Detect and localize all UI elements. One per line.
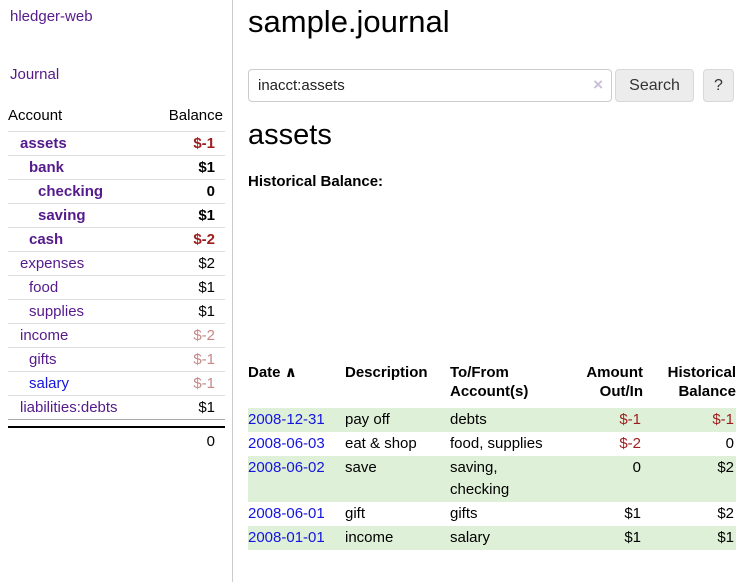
account-balance: $1 <box>151 299 225 323</box>
accounts-header-account: Account <box>8 107 63 124</box>
account-link[interactable]: cash <box>29 231 64 248</box>
account-link[interactable]: bank <box>29 159 65 176</box>
register-cell-description: save <box>345 459 377 476</box>
search-box: × <box>248 69 612 102</box>
account-row: food $1 <box>8 275 225 299</box>
register-date-link[interactable]: 2008-01-01 <box>248 529 325 546</box>
account-link[interactable]: income <box>20 327 69 344</box>
account-link[interactable]: expenses <box>20 255 85 272</box>
register-header-description: Description <box>345 364 428 381</box>
register-header-amount: Amount Out/In <box>586 364 643 400</box>
account-balance: $-2 <box>151 323 225 347</box>
register-cell-date: 2008-12-31 <box>248 408 345 432</box>
register-header-balance: Historical Balance <box>667 364 736 400</box>
register-cell-accounts: food, supplies <box>450 435 543 452</box>
account-balance: $-1 <box>151 131 225 155</box>
account-link[interactable]: supplies <box>29 303 85 320</box>
nav-journal-link[interactable]: Journal <box>10 66 60 83</box>
register-date-link[interactable]: 2008-12-31 <box>248 411 325 428</box>
account-link[interactable]: liabilities:debts <box>20 399 118 416</box>
account-row: gifts $-1 <box>8 347 225 371</box>
account-row: liabilities:debts $1 <box>8 395 225 419</box>
account-balance: $-1 <box>151 371 225 395</box>
register-row: 2008-06-02 save saving, checking 0 $2 <box>248 456 736 502</box>
register-cell-balance: $2 <box>717 459 734 476</box>
account-link[interactable]: assets <box>20 135 67 152</box>
account-row: checking 0 <box>8 179 225 203</box>
account-link[interactable]: salary <box>29 375 70 392</box>
register-cell-date: 2008-01-01 <box>248 526 345 550</box>
register-table: Date ∧ Description To/From Account(s) Am… <box>248 360 736 550</box>
register-row: 2008-01-01 income salary $1 $1 <box>248 526 736 550</box>
register-cell-balance: $1 <box>717 529 734 546</box>
register-date-link[interactable]: 2008-06-03 <box>248 435 325 452</box>
account-link[interactable]: gifts <box>29 351 57 368</box>
account-balance: $-2 <box>151 227 225 251</box>
sort-ascending-icon: ∧ <box>284 364 297 381</box>
register-row: 2008-12-31 pay off debts $-1 $-1 <box>248 408 736 432</box>
account-balance: $-1 <box>151 347 225 371</box>
account-balance: 0 <box>151 179 225 203</box>
register-cell-balance: $2 <box>717 505 734 522</box>
search-input[interactable] <box>248 69 612 102</box>
sidebar-divider <box>232 0 233 582</box>
accounts-total-value: 0 <box>151 426 225 453</box>
register-header-accounts: To/From Account(s) <box>450 364 529 400</box>
account-balance: $2 <box>151 251 225 275</box>
main-content: sample.journal × Search ? assets Histori… <box>248 0 736 582</box>
register-cell-description: eat & shop <box>345 435 417 452</box>
register-date-link[interactable]: 2008-06-01 <box>248 505 325 522</box>
register-cell-amount: $-2 <box>619 435 641 452</box>
accounts-table: Account Balance assets $-1 bank $1 checking 0… <box>8 103 225 453</box>
account-row: saving $1 <box>8 203 225 227</box>
search-button[interactable]: Search <box>615 69 694 102</box>
account-balance: $1 <box>151 395 225 419</box>
register-cell-date: 2008-06-01 <box>248 502 345 526</box>
register-cell-accounts: debts <box>450 411 487 428</box>
register-date-link[interactable]: 2008-06-02 <box>248 459 325 476</box>
chart-heading: Historical Balance: <box>248 173 384 190</box>
register-cell-amount: 0 <box>632 459 641 476</box>
register-cell-accounts: gifts <box>450 505 478 522</box>
account-balance: $1 <box>151 155 225 179</box>
account-row: supplies $1 <box>8 299 225 323</box>
account-row: cash $-2 <box>8 227 225 251</box>
register-cell-balance: 0 <box>725 435 734 452</box>
register-cell-balance: $-1 <box>712 411 734 428</box>
help-button[interactable]: ? <box>703 69 734 102</box>
account-link[interactable]: saving <box>38 207 86 224</box>
register-cell-amount: $1 <box>624 529 641 546</box>
accounts-header-balance: Balance <box>168 107 223 124</box>
account-row: assets $-1 <box>8 131 225 155</box>
register-cell-accounts: salary <box>450 529 491 546</box>
historical-balance-chart[interactable] <box>248 202 648 347</box>
account-link[interactable]: food <box>29 279 59 296</box>
account-balance: $1 <box>151 203 225 227</box>
register-cell-description: pay off <box>345 411 390 428</box>
account-row: salary $-1 <box>8 371 225 395</box>
register-cell-amount: $1 <box>624 505 641 522</box>
account-link[interactable]: checking <box>38 183 104 200</box>
accounts-total-divider <box>8 419 225 426</box>
clear-search-icon[interactable]: × <box>593 75 603 94</box>
account-row: income $-2 <box>8 323 225 347</box>
account-balance: $1 <box>151 275 225 299</box>
account-row: expenses $2 <box>8 251 225 275</box>
register-row: 2008-06-01 gift gifts $1 $2 <box>248 502 736 526</box>
register-cell-description: income <box>345 529 394 546</box>
account-row: bank $1 <box>8 155 225 179</box>
page-title: sample.journal <box>248 4 450 39</box>
register-cell-date: 2008-06-03 <box>248 432 345 456</box>
register-cell-date: 2008-06-02 <box>248 456 345 502</box>
register-cell-accounts: saving, checking <box>450 459 510 498</box>
register-header-date[interactable]: Date ∧ <box>248 364 297 381</box>
app-brand-link[interactable]: hledger-web <box>10 8 93 25</box>
register-cell-amount: $-1 <box>619 411 641 428</box>
register-row: 2008-06-03 eat & shop food, supplies $-2 0 <box>248 432 736 456</box>
accounts-total-row: 0 <box>8 426 225 453</box>
sidebar: hledger-web Journal Account Balance asse… <box>0 0 232 582</box>
register-cell-description: gift <box>345 505 366 522</box>
account-heading: assets <box>248 119 332 151</box>
